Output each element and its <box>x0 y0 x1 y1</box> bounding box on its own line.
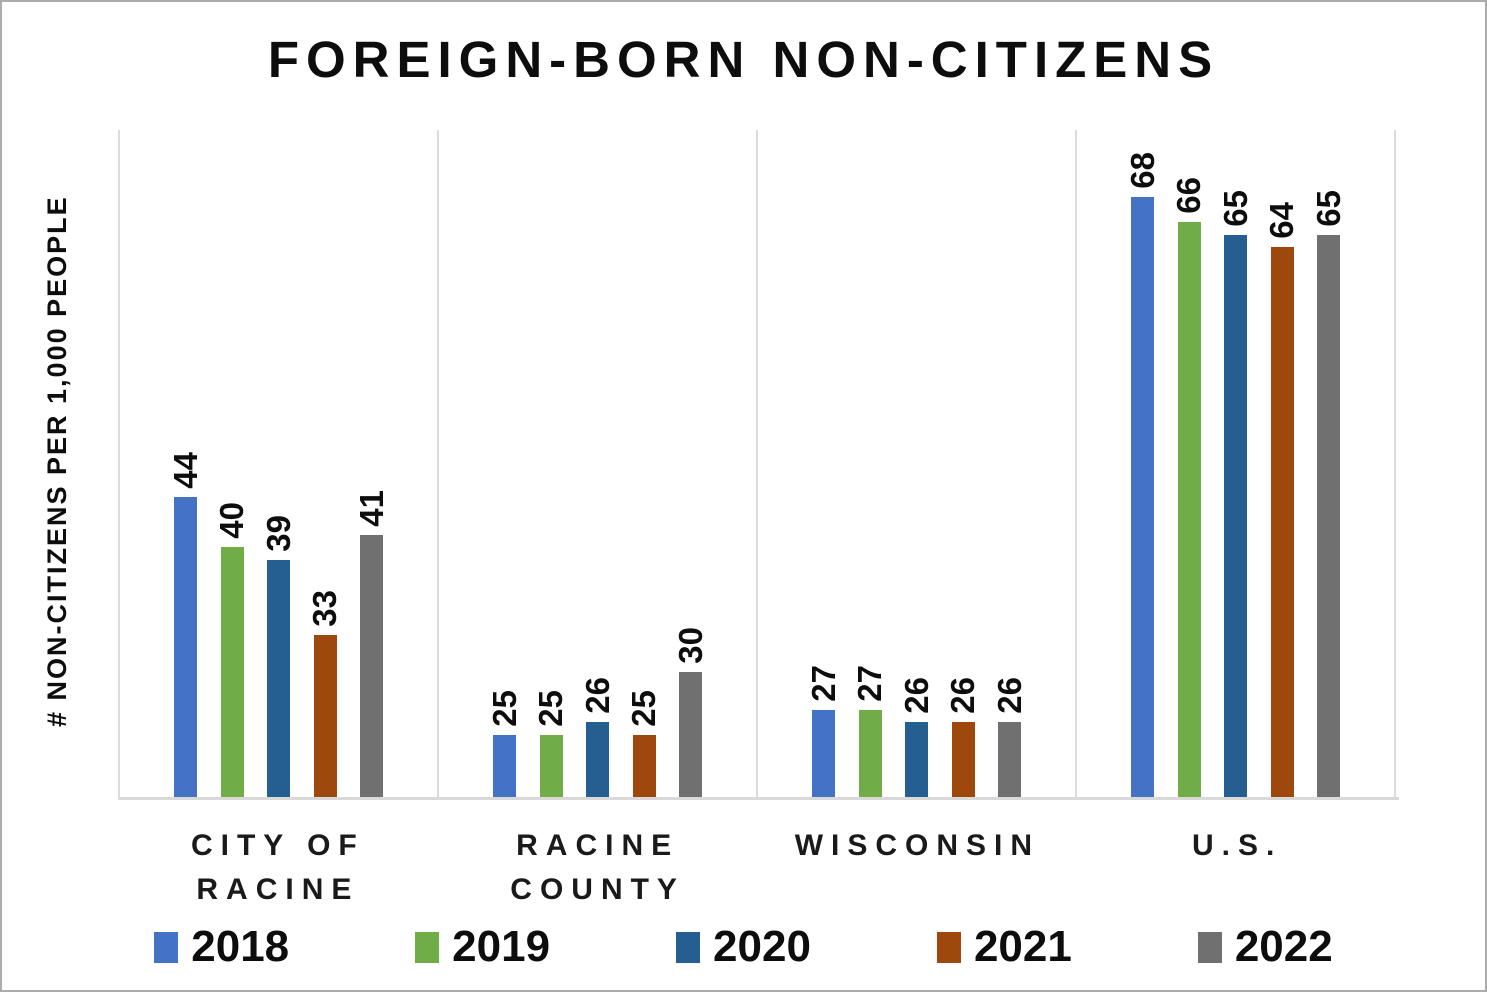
category-label-u-s: U.S. <box>1191 829 1283 862</box>
bar-2022-racine-county <box>679 672 702 797</box>
legend-item-2021: 2021 <box>936 922 1072 972</box>
category-group-wisconsin: 27 27 26 26 26 <box>758 130 1077 797</box>
data-label-2020-u-s: 65 <box>1216 190 1254 227</box>
x-axis-category-labels: CITY OF RACINE RACINE COUNTY WISCONSIN U.S. <box>118 824 1397 920</box>
legend-label-2021: 2021 <box>973 922 1072 971</box>
data-label-2022-u-s: 65 <box>1309 190 1347 227</box>
y-axis-title: # NON-CITIZENS PER 1,000 PEOPLE <box>42 195 72 728</box>
legend-swatch-2021 <box>936 931 961 963</box>
bar-2018-city-of-racine <box>174 497 197 797</box>
bar-2021-u-s <box>1270 247 1294 797</box>
legend-label-2018: 2018 <box>191 922 290 971</box>
bar-2018-wisconsin <box>812 710 835 797</box>
category-label-wisconsin: WISCONSIN <box>794 829 1041 862</box>
legend-swatch-2022 <box>1197 931 1222 963</box>
data-label-2020-city-of-racine: 39 <box>259 515 297 552</box>
legend-item-2020: 2020 <box>676 922 811 972</box>
chart-title: FOREIGN-BORN NON-CITIZENS <box>267 31 1220 88</box>
bar-2020-u-s <box>1224 235 1247 797</box>
data-label-2021-u-s: 64 <box>1263 202 1300 239</box>
data-label-2021-racine-county: 25 <box>625 690 662 727</box>
data-label-2018-city-of-racine: 44 <box>166 452 204 489</box>
data-label-2019-u-s: 66 <box>1170 177 1207 214</box>
bar-2019-wisconsin <box>858 710 882 797</box>
data-label-2018-racine-county: 25 <box>485 690 523 727</box>
data-label-2020-wisconsin: 26 <box>897 677 935 714</box>
category-group-racine-county: 25 25 26 25 30 <box>439 130 758 797</box>
category-group-u-s: 68 66 65 64 65 <box>1077 130 1396 797</box>
data-label-2021-city-of-racine: 33 <box>306 590 343 627</box>
bar-2018-racine-county <box>493 735 516 797</box>
bar-2020-racine-county <box>586 722 609 797</box>
category-group-city-of-racine: 44 40 39 33 41 <box>120 130 439 797</box>
bar-2021-city-of-racine <box>313 635 337 797</box>
legend-label-2022: 2022 <box>1234 922 1333 971</box>
data-label-2022-wisconsin: 26 <box>990 677 1028 714</box>
bar-2019-u-s <box>1177 222 1201 797</box>
data-label-2020-racine-county: 26 <box>578 677 616 714</box>
bar-2020-city-of-racine <box>267 560 290 797</box>
legend-swatch-2019 <box>415 931 440 963</box>
data-label-2022-racine-county: 30 <box>671 627 709 664</box>
legend-label-2019: 2019 <box>452 922 551 971</box>
data-label-2018-wisconsin: 27 <box>804 665 842 702</box>
bar-2022-city-of-racine <box>360 535 383 797</box>
bar-2019-racine-county <box>539 735 563 797</box>
bar-2019-city-of-racine <box>220 547 244 797</box>
legend-item-2022: 2022 <box>1197 922 1333 972</box>
bar-2020-wisconsin <box>905 722 928 797</box>
bar-2022-wisconsin <box>998 722 1021 797</box>
legend-label-2020: 2020 <box>713 922 811 971</box>
bar-2021-wisconsin <box>951 722 975 797</box>
data-label-2019-wisconsin: 27 <box>851 665 888 702</box>
data-label-2018-u-s: 68 <box>1123 152 1161 189</box>
data-label-2019-racine-county: 25 <box>532 690 569 727</box>
category-label-racine-county: RACINE COUNTY <box>510 829 685 906</box>
legend: 2018 2019 2020 2021 2022 <box>2 922 1485 972</box>
bar-2018-u-s <box>1131 197 1154 797</box>
plot-area: 44 40 39 33 41 25 25 26 25 30 27 27 26 26 26 68 66 65 64 65 <box>118 130 1399 800</box>
bar-2021-racine-county <box>632 735 656 797</box>
legend-item-2019: 2019 <box>415 922 550 972</box>
category-label-city-of-racine: CITY OF RACINE <box>190 829 365 906</box>
data-label-2021-wisconsin: 26 <box>944 677 981 714</box>
bar-2022-u-s <box>1317 235 1340 797</box>
data-label-2019-city-of-racine: 40 <box>213 502 250 539</box>
legend-swatch-2018 <box>154 931 179 963</box>
data-label-2022-city-of-racine: 41 <box>352 490 390 527</box>
legend-swatch-2020 <box>676 931 701 963</box>
legend-item-2018: 2018 <box>154 922 289 972</box>
